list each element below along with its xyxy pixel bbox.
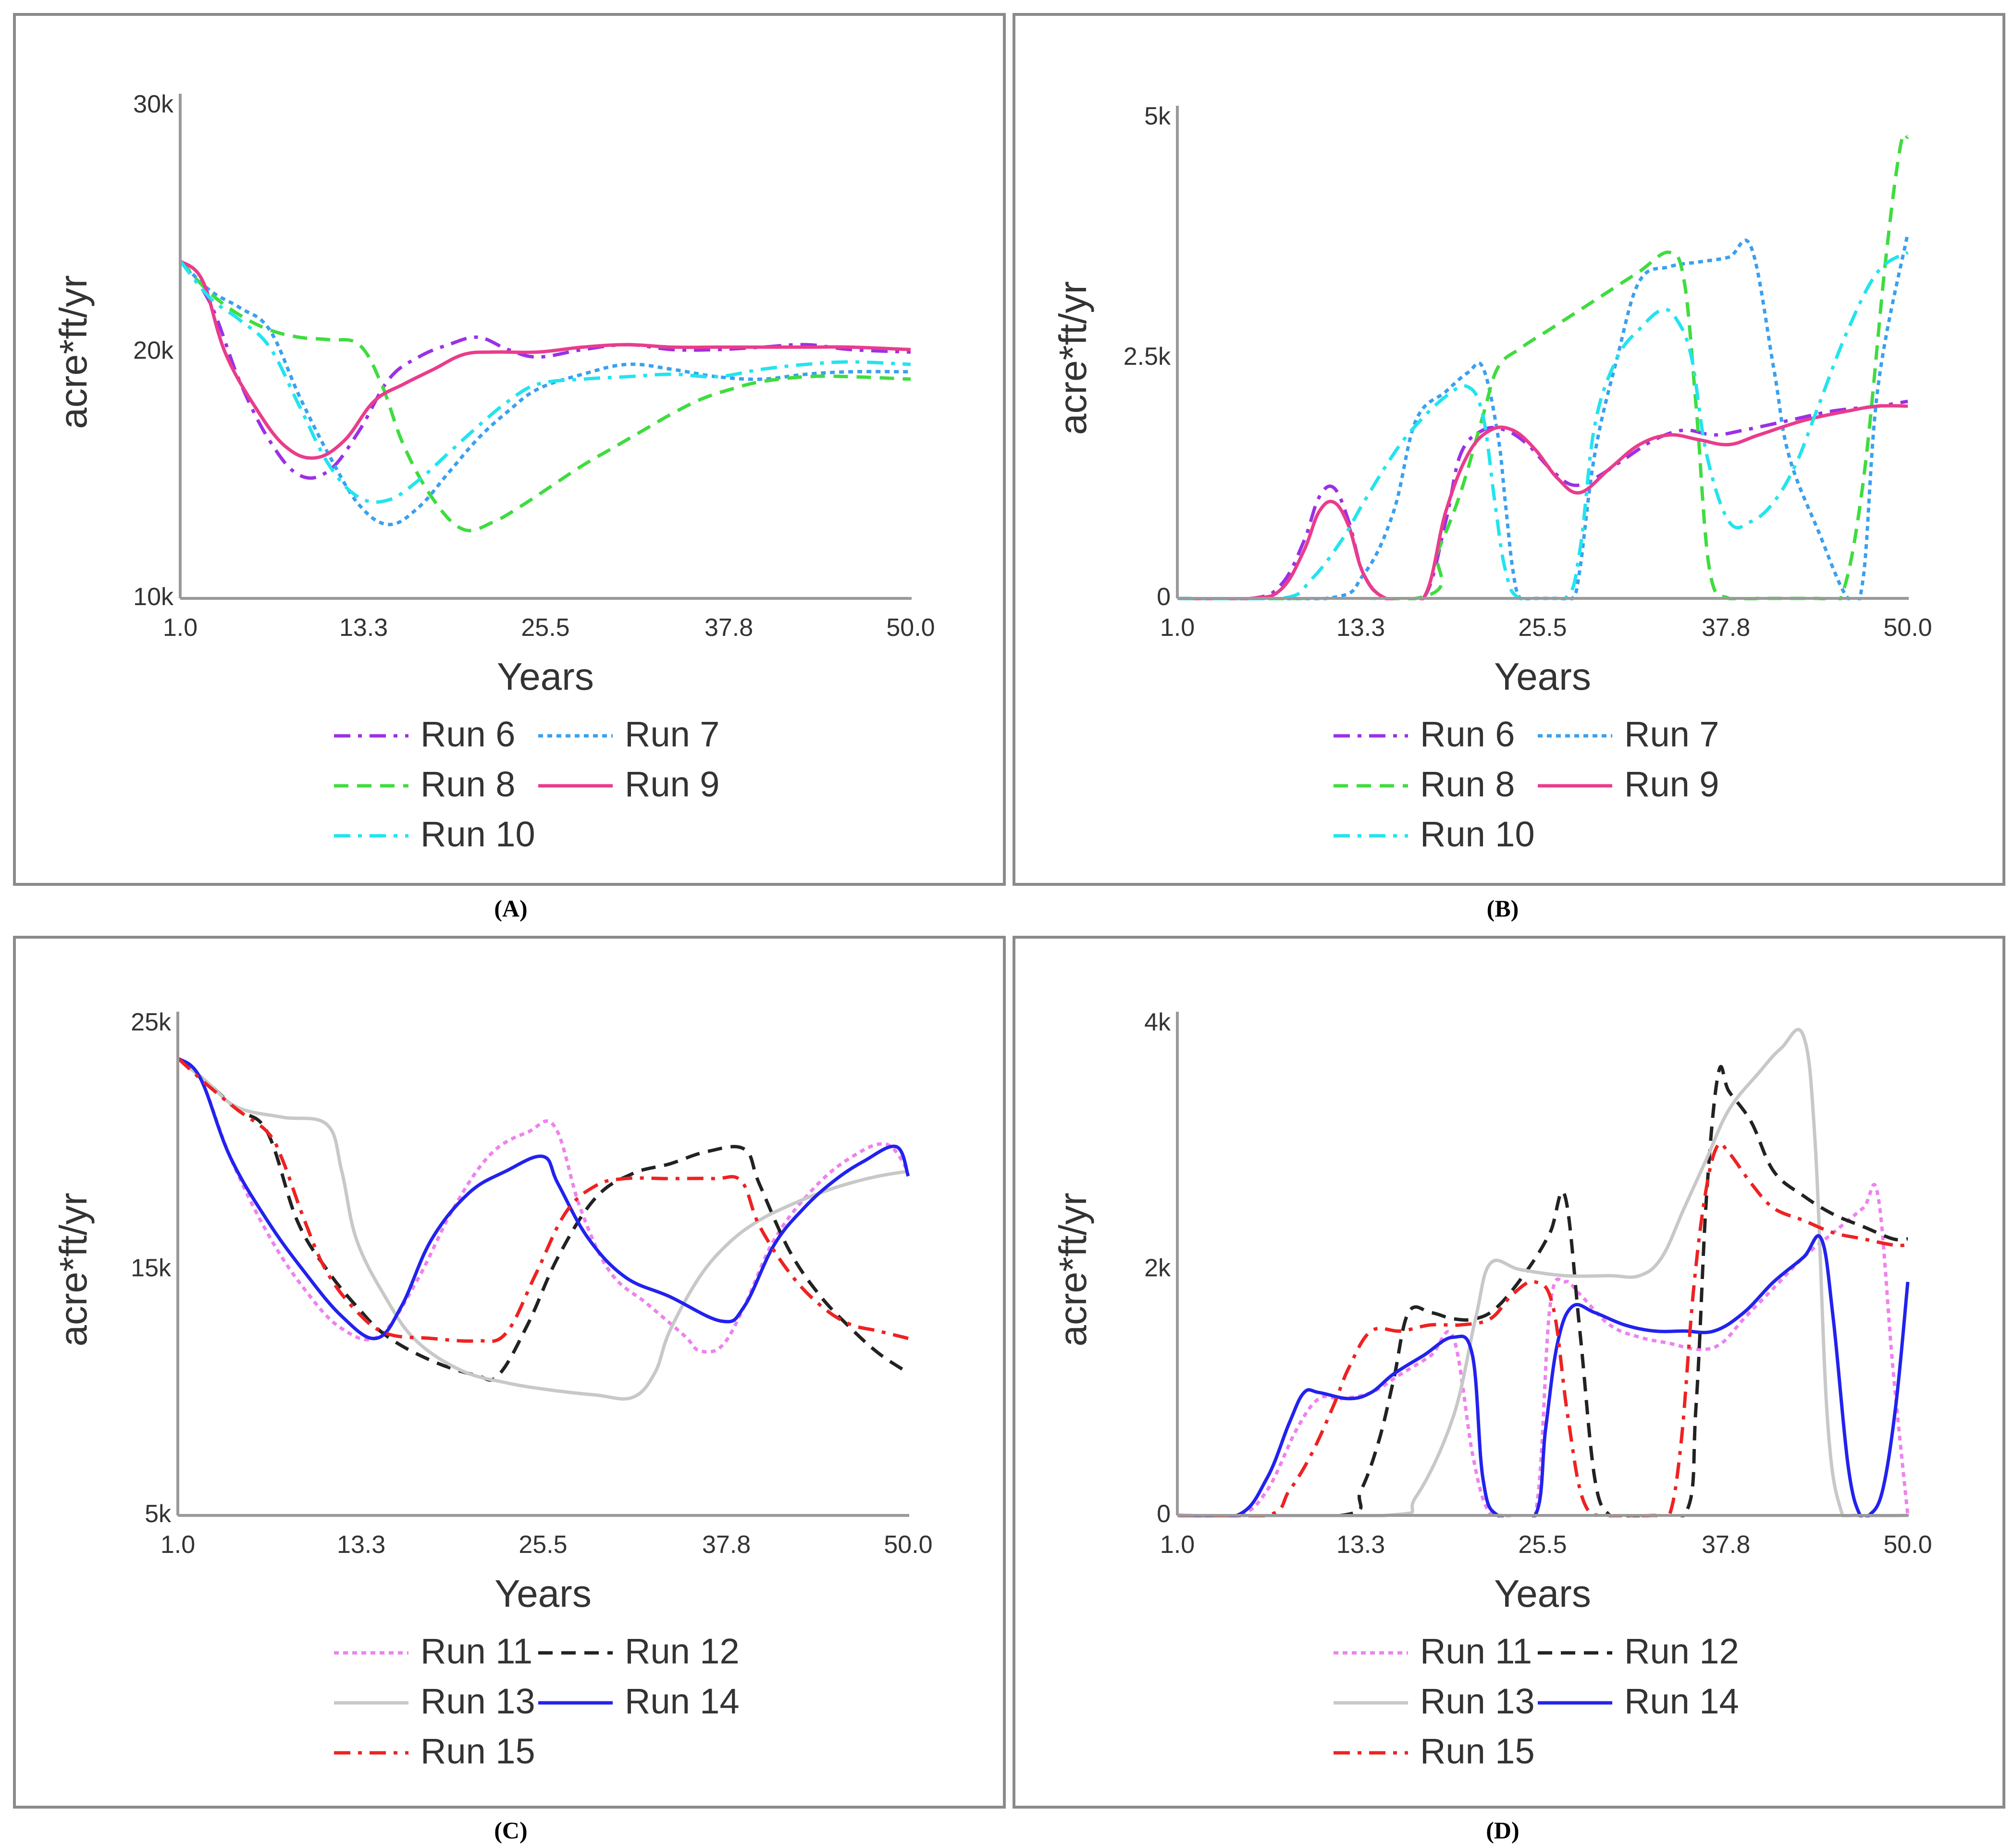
legend-label: Run 7	[1624, 714, 1719, 754]
legend-label: Run 9	[625, 764, 719, 804]
y-tick-label: 10k	[133, 583, 174, 611]
x-tick-label: 50.0	[884, 1531, 932, 1559]
y-tick-label: 5k	[1144, 102, 1171, 130]
series-line-run-10	[180, 260, 911, 504]
series-line-run-8	[1177, 132, 1910, 600]
legend-label: Run 7	[625, 714, 719, 754]
series-line-run-9	[1177, 404, 1908, 600]
x-tick-label: 50.0	[1883, 1531, 1932, 1559]
x-tick-label: 1.0	[1160, 1531, 1195, 1559]
y-tick-label: 15k	[131, 1254, 172, 1282]
x-tick-label: 37.8	[1702, 614, 1750, 642]
legend-label: Run 13	[1420, 1681, 1535, 1721]
x-tick-label: 50.0	[886, 614, 935, 642]
y-tick-label: 25k	[131, 1008, 172, 1036]
legend-label: Run 11	[1420, 1631, 1532, 1671]
caption-c: (C)	[494, 1817, 527, 1844]
y-tick-label: 2k	[1144, 1254, 1171, 1282]
legend-label: Run 8	[420, 764, 515, 804]
series-line-run-13	[1177, 1028, 1908, 1517]
panel-frame-c	[13, 936, 1006, 1809]
x-tick-label: 25.5	[521, 614, 569, 642]
legend-label: Run 9	[1624, 764, 1719, 804]
legend-label: Run 12	[625, 1631, 740, 1671]
caption-a: (A)	[494, 895, 527, 922]
y-axis-title: acre*ft/yr	[1051, 281, 1094, 435]
x-axis-title: Years	[1494, 1572, 1591, 1615]
series-line-run-15	[1177, 1141, 1908, 1517]
series-line-run-8	[180, 260, 911, 533]
x-tick-label: 37.8	[1702, 1531, 1750, 1559]
series-line-run-7	[180, 260, 911, 526]
y-tick-label: 4k	[1144, 1008, 1171, 1036]
y-tick-label: 5k	[145, 1500, 172, 1528]
y-axis-title: acre*ft/yr	[1051, 1192, 1094, 1346]
x-axis-title: Years	[1494, 655, 1591, 698]
x-tick-label: 1.0	[161, 1531, 195, 1559]
series-group-d	[1177, 1028, 1910, 1517]
y-axis-title: acre*ft/yr	[52, 1192, 95, 1346]
chart-panel-a: 1.0 13.3 25.5 37.8 50.0 10k 20k 30k Years acre*ft…	[13, 13, 1006, 886]
legend-label: Run 15	[1420, 1731, 1535, 1771]
series-line-run-15	[178, 1057, 909, 1343]
x-tick-label: 25.5	[519, 1531, 567, 1559]
legend-label: Run 10	[1420, 814, 1535, 854]
legend-label: Run 8	[1420, 764, 1515, 804]
x-tick-label: 37.8	[704, 614, 753, 642]
series-group-b	[1177, 132, 1910, 600]
series-line-run-14	[1177, 1234, 1910, 1517]
panel-frame-d	[1013, 936, 2005, 1809]
x-tick-label: 13.3	[339, 614, 388, 642]
x-tick-label: 1.0	[1160, 614, 1195, 642]
chart-panel-b: 1.0 13.3 25.5 37.8 50.0 0 2.5k 5k Years acre*ft/y…	[1013, 13, 2005, 886]
x-tick-label: 50.0	[1883, 614, 1932, 642]
legend-label: Run 6	[1420, 714, 1515, 754]
x-tick-label: 13.3	[1336, 1531, 1385, 1559]
chart-panel-c: 1.0 13.3 25.5 37.8 50.0 5k 15k 25k Years acre*ft/…	[13, 936, 1006, 1809]
y-tick-label: 30k	[133, 90, 174, 118]
x-axis-title: Years	[497, 655, 594, 698]
chart-panel-d: 1.0 13.3 25.5 37.8 50.0 0 2k 4k Years acre*ft/yr R…	[1013, 936, 2005, 1809]
series-line-run-6	[1177, 399, 1908, 600]
series-group-c	[178, 1056, 910, 1401]
caption-d: (D)	[1486, 1817, 1519, 1844]
series-line-run-12	[1177, 1065, 1908, 1517]
caption-b: (B)	[1487, 895, 1519, 922]
series-line-run-10	[1177, 250, 1909, 600]
series-line-run-11	[178, 1056, 910, 1354]
series-line-run-12	[178, 1056, 909, 1382]
series-group-a	[180, 260, 911, 533]
x-tick-label: 37.8	[702, 1531, 751, 1559]
y-tick-label: 0	[1157, 583, 1171, 611]
y-axis-title: acre*ft/yr	[52, 275, 95, 429]
series-line-run-14	[178, 1056, 910, 1340]
legend-label: Run 10	[420, 814, 535, 854]
x-tick-label: 1.0	[163, 614, 198, 642]
legend-label: Run 14	[1624, 1681, 1739, 1721]
legend-label: Run 11	[420, 1631, 532, 1671]
legend-label: Run 12	[1624, 1631, 1739, 1671]
x-axis-title: Years	[494, 1572, 592, 1615]
legend-label: Run 13	[420, 1681, 535, 1721]
series-line-run-9	[180, 260, 911, 460]
y-tick-label: 0	[1157, 1500, 1171, 1528]
x-tick-label: 13.3	[1336, 614, 1385, 642]
legend-label: Run 15	[420, 1731, 535, 1771]
legend-label: Run 6	[420, 714, 515, 754]
panel-frame-b	[1013, 13, 2005, 886]
x-tick-label: 25.5	[1518, 1531, 1567, 1559]
x-tick-label: 13.3	[337, 1531, 385, 1559]
series-line-run-13	[178, 1056, 909, 1401]
x-tick-label: 25.5	[1518, 614, 1567, 642]
legend-label: Run 14	[625, 1681, 740, 1721]
y-tick-label: 2.5k	[1124, 343, 1171, 371]
panels: 1.0 13.3 25.5 37.8 50.0 10k 20k 30k Years acre*ft…	[13, 13, 2005, 1809]
y-tick-label: 20k	[133, 337, 174, 365]
